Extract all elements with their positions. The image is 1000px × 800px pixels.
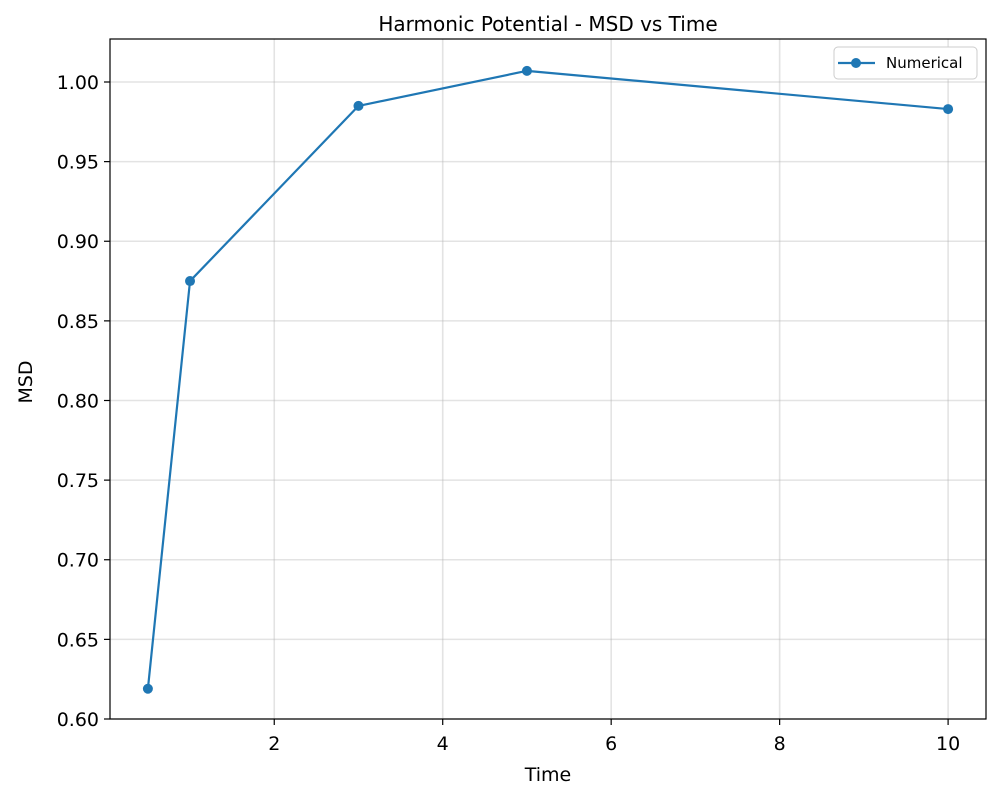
- x-tick-label: 4: [437, 733, 449, 755]
- y-tick-label: 0.60: [57, 709, 99, 731]
- data-point: [142, 683, 153, 694]
- y-tick-label: 0.90: [57, 231, 99, 253]
- data-point: [943, 104, 954, 115]
- x-axis-label: Time: [524, 764, 572, 786]
- y-tick-label: 0.70: [57, 550, 99, 572]
- x-tick-label: 10: [936, 733, 960, 755]
- chart-title: Harmonic Potential - MSD vs Time: [378, 12, 717, 36]
- y-tick-label: 0.80: [57, 390, 99, 412]
- legend: Numerical: [833, 46, 978, 80]
- y-axis-label: MSD: [15, 360, 37, 403]
- x-tick-label: 2: [268, 733, 280, 755]
- y-tick-label: 0.65: [57, 629, 99, 651]
- y-tick-label: 1.00: [57, 72, 99, 94]
- legend-marker: [851, 58, 861, 68]
- data-point: [521, 65, 532, 76]
- legend-label: Numerical: [886, 54, 963, 72]
- data-point: [353, 100, 364, 111]
- x-tick-label: 8: [774, 733, 786, 755]
- plot-frame: [109, 38, 987, 720]
- data-point: [185, 276, 196, 287]
- grid: [110, 39, 986, 720]
- y-tick-label: 0.75: [57, 470, 99, 492]
- x-tick-label: 6: [605, 733, 617, 755]
- series-layer: [142, 65, 954, 694]
- y-tick-label: 0.95: [57, 152, 99, 174]
- ticks: 2 4 6 8 10 0.60 0.65 0.70 0.75 0.80 0.85 0.90 0.95 1.…: [57, 72, 961, 755]
- y-tick-label: 0.85: [57, 311, 99, 333]
- legend-box: [833, 46, 978, 80]
